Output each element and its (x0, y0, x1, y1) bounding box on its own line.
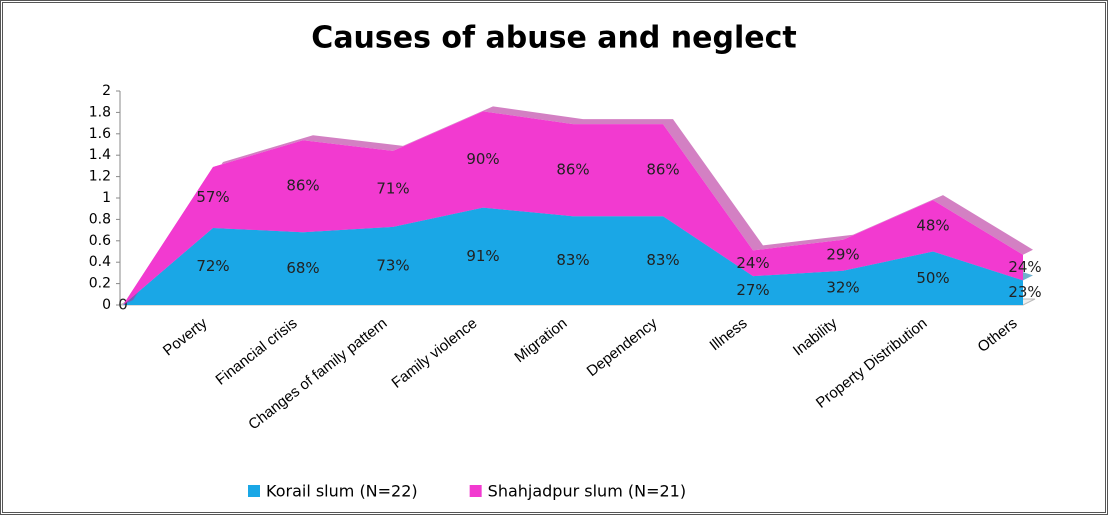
data-label: 24% (1008, 258, 1041, 276)
area (123, 111, 1023, 305)
data-label: 0 (118, 296, 128, 314)
y-tick-label: 0.4 (89, 254, 111, 270)
y-tick-label: 0 (102, 297, 111, 313)
data-label: 23% (1008, 283, 1041, 301)
data-label: 86% (286, 177, 319, 195)
data-label: 72% (196, 257, 229, 275)
chart-title: Causes of abuse and neglect (311, 21, 796, 56)
y-tick-label: 1 (102, 190, 111, 206)
y-tick-label: 0.2 (89, 276, 111, 292)
data-label: 50% (916, 269, 949, 287)
y-tick-label: 1.2 (89, 169, 111, 185)
y-tick-label: 2 (102, 83, 111, 99)
data-label: 71% (376, 179, 409, 197)
y-tick-label: 1.8 (89, 104, 111, 120)
data-label: 73% (376, 256, 409, 274)
y-tick-label: 0.8 (89, 211, 111, 227)
data-label: 24% (736, 254, 769, 272)
legend-swatch (248, 485, 260, 497)
data-label: 91% (466, 247, 499, 265)
data-label: 86% (646, 161, 679, 179)
data-label: 83% (646, 251, 679, 269)
data-label: 68% (286, 259, 319, 277)
data-label: 90% (466, 150, 499, 168)
area (123, 207, 1023, 305)
x-tick-label: Migration (511, 315, 570, 366)
y-tick-label: 1.4 (89, 147, 111, 163)
x-tick-label: Financial crisis (212, 315, 300, 389)
data-label: 48% (916, 216, 949, 234)
data-label: 29% (826, 246, 859, 264)
x-tick-label: Poverty (160, 314, 211, 359)
y-tick-label: 1.6 (89, 126, 111, 142)
data-label: 27% (736, 281, 769, 299)
legend-label: Korail slum (N=22) (266, 482, 418, 501)
x-tick-label: Dependency (584, 314, 661, 380)
x-tick-label: Family violence (389, 315, 481, 392)
data-label: 57% (196, 188, 229, 206)
x-tick-label: Inability (790, 314, 841, 359)
x-tick-label: Illness (706, 315, 750, 355)
y-tick-label: 0.6 (89, 233, 111, 249)
data-label: 86% (556, 161, 589, 179)
legend-swatch (469, 485, 482, 497)
data-label: 83% (556, 251, 589, 269)
legend-label: Shahjadpur slum (N=21) (488, 482, 686, 501)
chart: Causes of abuse and neglect 0 0.2 0.4 0.6 0.… (89, 21, 1042, 501)
data-label: 32% (826, 278, 859, 296)
x-tick-label: Others (975, 315, 1021, 356)
